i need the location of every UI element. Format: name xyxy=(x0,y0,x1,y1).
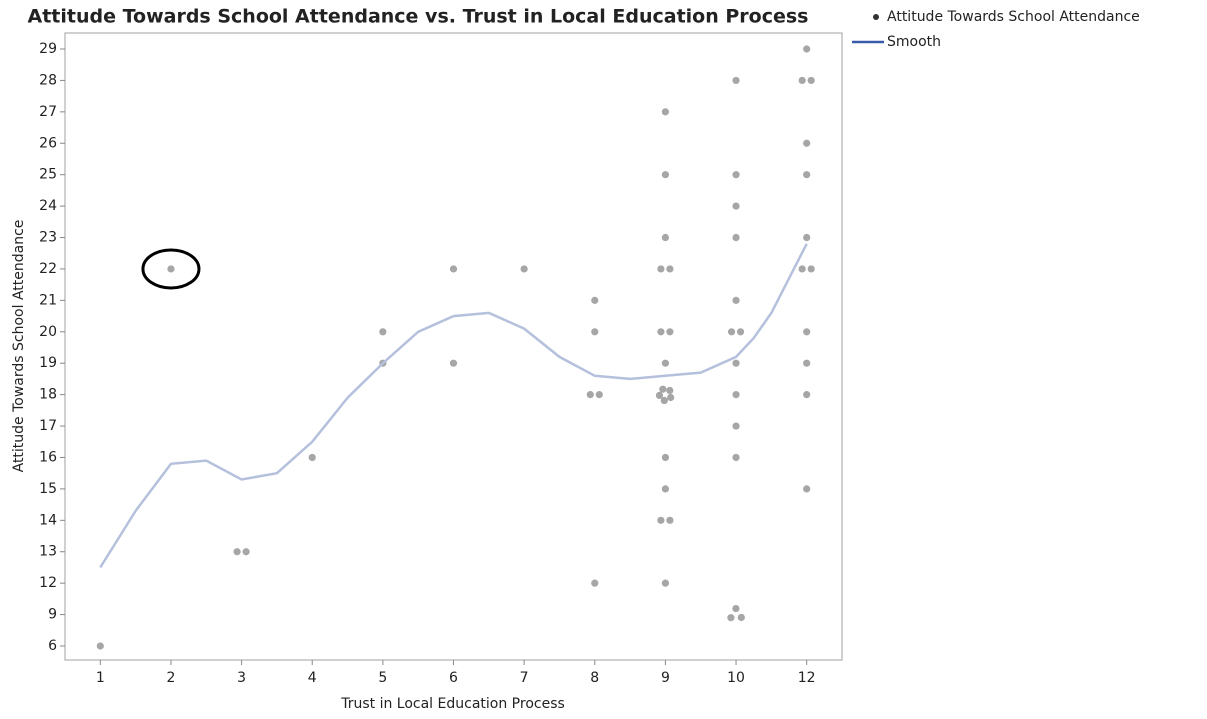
scatter-point xyxy=(666,516,674,524)
scatter-point xyxy=(736,328,745,336)
x-tick-label: 3 xyxy=(237,670,246,686)
x-tick-label: 12 xyxy=(798,670,816,686)
y-tick-label: 6 xyxy=(48,638,57,654)
scatter-point xyxy=(732,233,740,242)
x-tick-label: 4 xyxy=(308,670,317,686)
scatter-point xyxy=(727,328,736,336)
scatter-point xyxy=(657,328,665,336)
scatter-point xyxy=(661,171,670,179)
scatter-point xyxy=(732,296,740,304)
y-tick-label: 19 xyxy=(39,355,57,371)
scatter-point xyxy=(96,642,104,650)
y-tick-label: 28 xyxy=(39,72,57,88)
y-tick-label: 22 xyxy=(39,261,57,277)
scatter-point xyxy=(659,385,667,393)
scatter-point xyxy=(308,453,316,462)
scatter-point xyxy=(737,613,745,622)
scatter-point xyxy=(242,548,250,556)
y-tick-label: 21 xyxy=(39,292,57,308)
y-tick-label: 15 xyxy=(39,481,57,497)
y-tick-label: 23 xyxy=(39,230,57,246)
y-tick-label: 16 xyxy=(39,449,57,465)
scatter-point xyxy=(595,391,603,399)
scatter-point xyxy=(657,516,665,524)
scatter-point xyxy=(803,233,811,242)
scatter-point xyxy=(803,139,811,147)
scatter-point xyxy=(732,422,740,430)
smooth-line xyxy=(99,243,808,569)
y-tick-label: 9 xyxy=(48,607,57,623)
scatter-point xyxy=(803,171,811,179)
y-tick-label: 24 xyxy=(39,198,57,214)
legend-label: Smooth xyxy=(887,34,941,50)
highlight-ring xyxy=(141,248,201,290)
x-tick-label: 9 xyxy=(661,670,670,686)
x-tick-label: 2 xyxy=(166,670,175,686)
scatter-point xyxy=(803,328,811,336)
y-tick-label: 25 xyxy=(39,167,57,183)
x-tick-label: 10 xyxy=(727,670,745,686)
x-tick-label: 1 xyxy=(96,670,105,686)
scatter-point xyxy=(591,579,599,587)
y-tick-label: 20 xyxy=(39,324,57,340)
legend-marker xyxy=(873,14,879,20)
scatter-point xyxy=(655,391,664,399)
y-tick-label: 14 xyxy=(39,512,57,528)
scatter-point xyxy=(520,265,528,273)
scatter-point xyxy=(586,391,594,399)
y-tick-label: 27 xyxy=(39,104,57,120)
scatter-point xyxy=(449,265,458,273)
scatter-point xyxy=(807,76,815,85)
y-tick-label: 17 xyxy=(39,418,57,434)
scatter-point xyxy=(732,453,740,462)
scatter-point xyxy=(661,359,670,367)
scatter-point xyxy=(732,604,740,613)
scatter-point xyxy=(591,296,599,304)
scatter-point xyxy=(732,171,740,179)
scatter-point xyxy=(449,359,458,367)
scatter-point xyxy=(803,391,811,399)
scatter-point xyxy=(167,265,175,273)
scatter-point xyxy=(798,76,806,85)
scatter-point xyxy=(661,108,670,116)
scatter-point xyxy=(591,328,599,336)
scatter-point xyxy=(666,386,674,395)
scatter-point xyxy=(661,485,670,493)
scatter-point xyxy=(798,265,806,273)
y-tick-label: 26 xyxy=(39,135,57,151)
scatter-point xyxy=(233,548,241,556)
scatter-point xyxy=(661,233,670,242)
scatter-point xyxy=(807,265,815,273)
x-tick-label: 6 xyxy=(449,670,458,686)
scatter-point xyxy=(732,391,740,399)
y-tick-label: 18 xyxy=(39,387,57,403)
scatter-point xyxy=(657,265,665,273)
scatter-point xyxy=(666,328,674,336)
scatter-point xyxy=(661,579,670,587)
scatter-point xyxy=(803,359,811,367)
scatter-point xyxy=(379,328,387,336)
chart-title: Attitude Towards School Attendance vs. T… xyxy=(28,6,809,28)
x-tick-label: 7 xyxy=(520,670,529,686)
scatter-point xyxy=(666,265,674,273)
y-tick-label: 13 xyxy=(39,544,57,560)
scatter-point xyxy=(803,485,811,493)
scatter-point xyxy=(803,45,811,53)
scatter-point xyxy=(661,453,670,462)
scatter-point xyxy=(732,202,740,210)
y-tick-label: 12 xyxy=(39,575,57,591)
scatter-point xyxy=(732,76,740,85)
y-axis-label: Attitude Towards School Attendance xyxy=(11,220,27,473)
x-axis-label: Trust in Local Education Process xyxy=(340,696,565,712)
x-tick-label: 8 xyxy=(590,670,599,686)
legend-label: Attitude Towards School Attendance xyxy=(887,9,1140,25)
y-tick-label: 29 xyxy=(39,41,57,57)
scatter-point xyxy=(732,359,740,367)
scatter-point xyxy=(727,614,735,622)
scatter-point xyxy=(660,396,668,405)
scatter-point xyxy=(667,393,675,402)
x-tick-label: 5 xyxy=(378,670,387,686)
